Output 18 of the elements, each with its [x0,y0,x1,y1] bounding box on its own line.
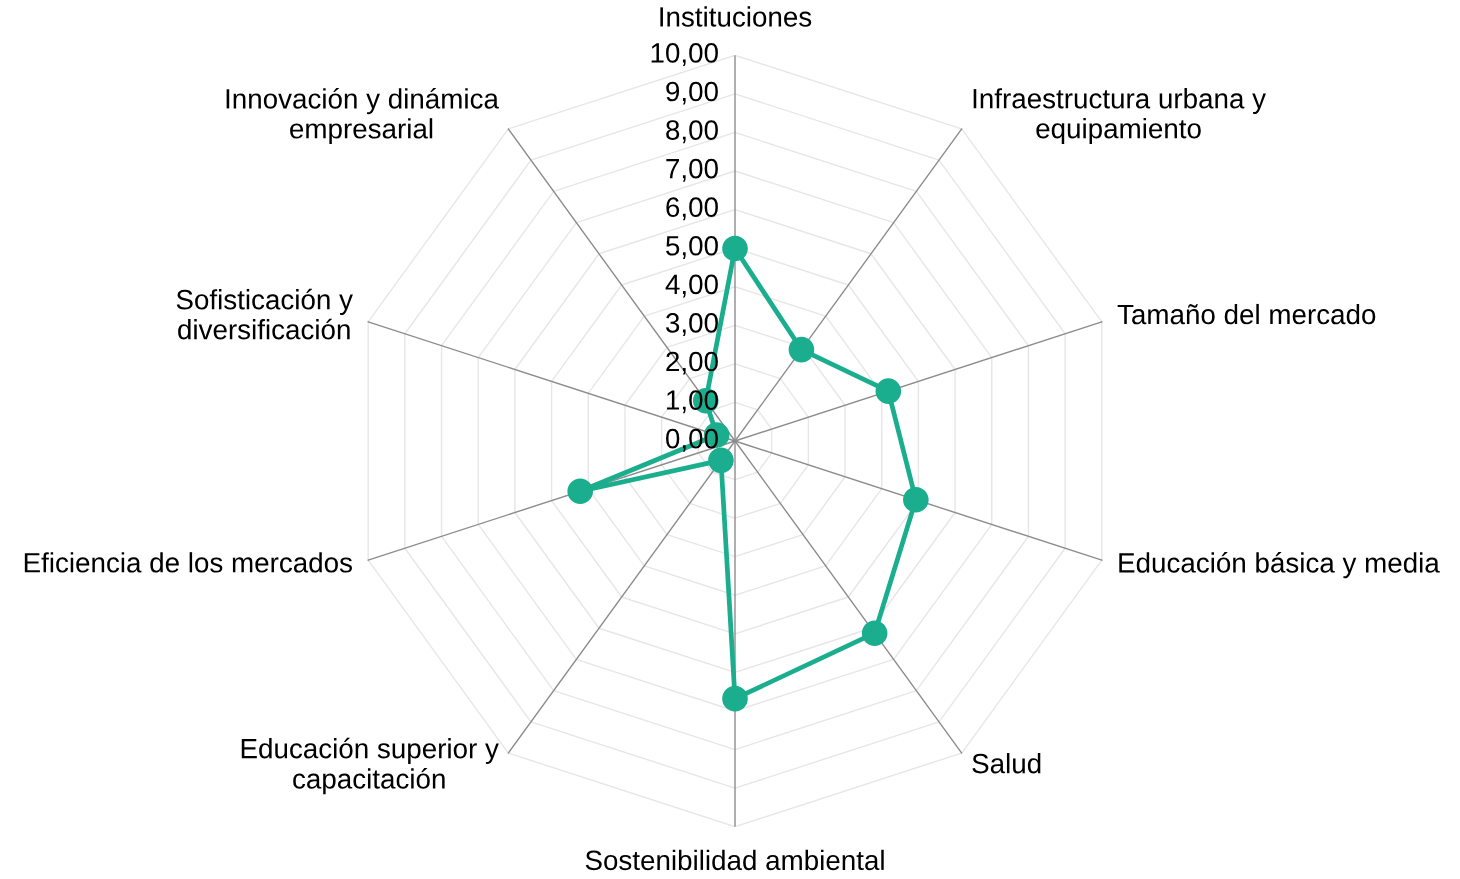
spoke-label: Instituciones [660,6,812,27]
y-tick-label: 8,00 [666,120,718,144]
spoke-label: Educación superior y capacitación [241,737,499,795]
y-tick-label: 3,00 [666,313,718,337]
spoke-label: Educación básica y media [1119,552,1440,579]
y-tick-label: 10,00 [651,43,718,67]
y-tick-label: 6,00 [666,197,718,221]
spoke-label: Innovación y dinámica empresarial [226,87,499,145]
y-tick-label: 5,00 [666,235,718,259]
y-tick-label: 4,00 [665,274,718,298]
spoke-label: Tamaño del mercado [1117,303,1376,325]
spoke-label: Sostenibilidad ambiental [585,849,884,871]
spoke-label: Sofisticación y diversificación [176,288,353,340]
spoke-label: Eficiencia de los mercados [24,552,352,573]
spoke-label: Infraestructura urbana y equipamiento [973,88,1266,144]
y-tick-label: 9,00 [666,81,718,105]
spoke-label: Salud [972,753,1041,774]
y-tick-label: 7,00 [666,158,718,182]
